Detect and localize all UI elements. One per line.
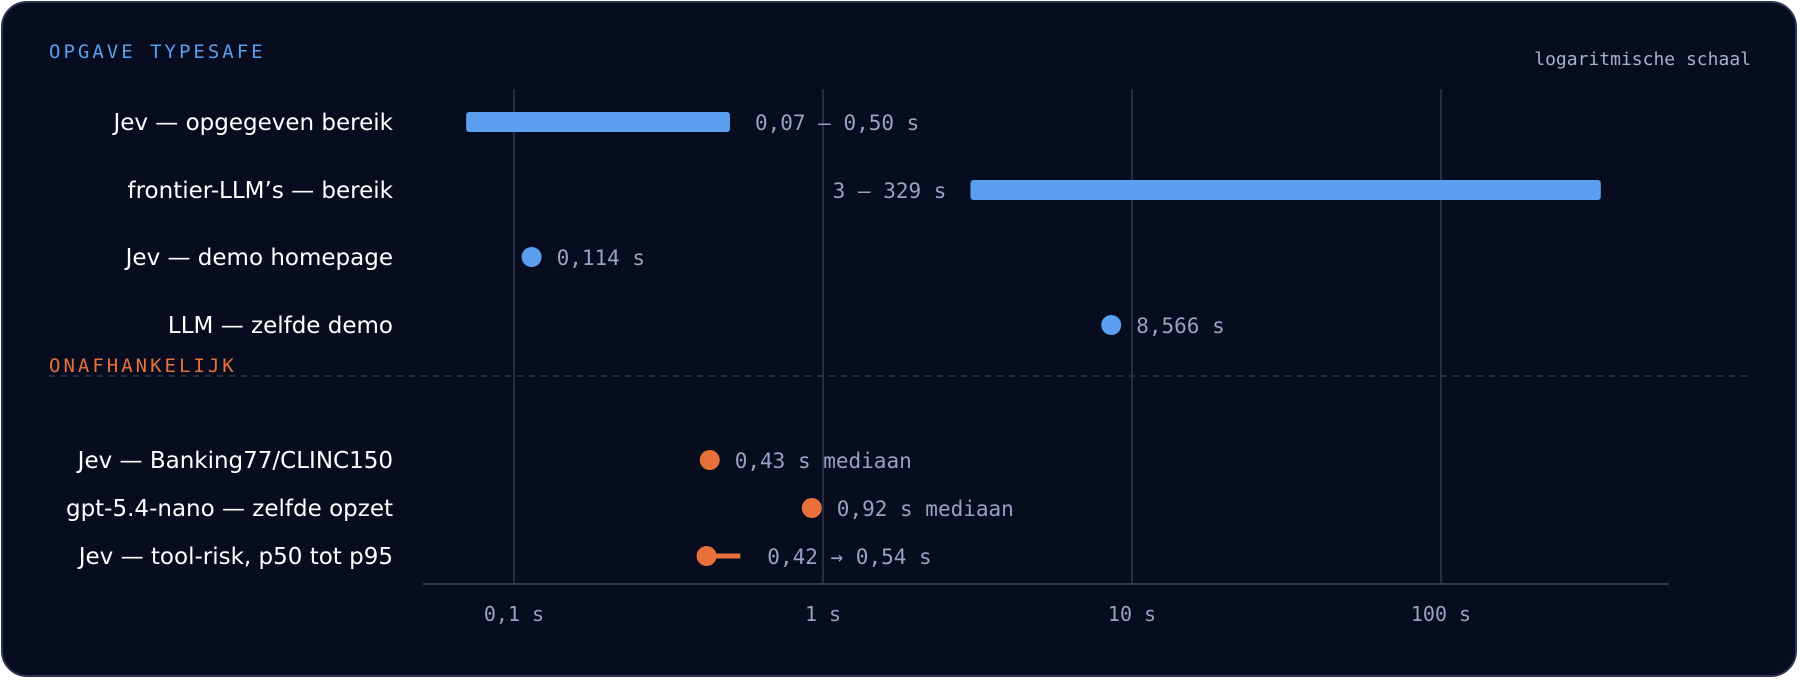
x-tick-label: 0,1 s <box>484 602 544 626</box>
value-label: 0,43 s mediaan <box>735 449 912 473</box>
value-label: 0,92 s mediaan <box>837 497 1014 521</box>
x-tick-label: 10 s <box>1108 602 1156 626</box>
chart-row: gpt-5.4-nano — zelfde opzet 0,92 s mediaa… <box>66 496 1014 522</box>
row-label: Jev — tool-risk, p50 tot p95 <box>77 544 393 570</box>
chart-row: LLM — zelfde demo 8,566 s <box>168 313 1225 339</box>
x-axis-ticks: 0,1 s 1 s 10 s 100 s <box>484 602 1471 626</box>
data-point <box>699 450 720 470</box>
chart-row: Jev — demo homepage 0,114 s <box>124 245 645 271</box>
data-point <box>1101 315 1122 335</box>
row-label: frontier-LLM’s — bereik <box>128 178 394 204</box>
data-point <box>521 247 542 267</box>
value-label: 0,07 – 0,50 s <box>755 111 919 135</box>
row-label: gpt-5.4-nano — zelfde opzet <box>66 496 393 522</box>
range-chart: 0,1 s 1 s 10 s 100 s Jev — opgegeven bereik… <box>49 89 1753 626</box>
range-bar <box>466 112 730 132</box>
range-bar <box>970 180 1601 200</box>
value-label: 3 – 329 s <box>833 179 947 203</box>
row-label: Jev — Banking77/CLINC150 <box>76 448 393 474</box>
value-label: 0,114 s <box>557 246 646 270</box>
chart-rows: Jev — opgegeven bereik 0,07 – 0,50 s front… <box>66 110 1601 570</box>
gridlines <box>513 89 1442 584</box>
x-tick-label: 100 s <box>1411 602 1471 626</box>
chart-row: Jev — opgegeven bereik 0,07 – 0,50 s <box>111 110 919 136</box>
row-label: LLM — zelfde demo <box>168 313 393 339</box>
chart-row: frontier-LLM’s — bereik 3 – 329 s <box>128 178 1601 204</box>
section-title-typesafe: OPGAVE TYPESAFE <box>49 41 266 63</box>
value-label: 0,42 → 0,54 s <box>767 545 931 569</box>
chart-row: Jev — tool-risk, p50 tot p95 0,42 → 0,54 … <box>77 544 932 570</box>
chart-row: Jev — Banking77/CLINC150 0,43 s mediaan <box>76 448 912 474</box>
value-label: 8,566 s <box>1136 314 1225 338</box>
row-label: Jev — demo homepage <box>124 245 393 271</box>
section-title-onafhankelijk: ONAFHANKELIJK <box>49 355 237 377</box>
x-tick-label: 1 s <box>805 602 841 626</box>
scale-note: logaritmische schaal <box>1534 49 1751 70</box>
p50-point <box>696 546 717 566</box>
data-point <box>801 498 822 518</box>
row-label: Jev — opgegeven bereik <box>111 110 393 136</box>
